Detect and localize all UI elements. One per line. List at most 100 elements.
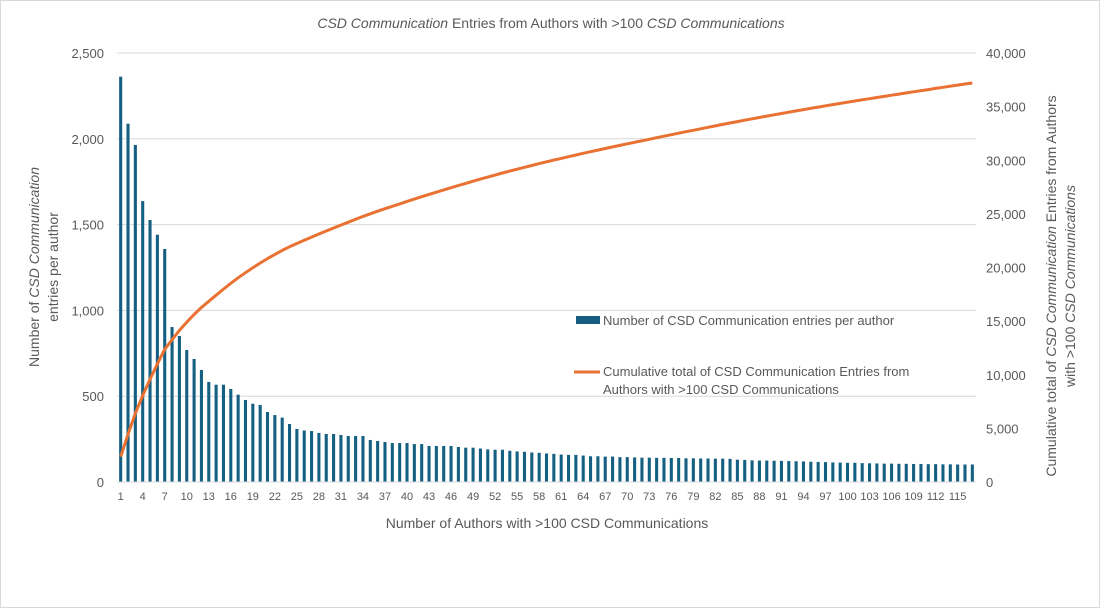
bar: [295, 428, 299, 482]
x-tick-label: 4: [140, 491, 146, 503]
bar: [860, 463, 864, 482]
x-tick-label: 115: [949, 491, 967, 503]
bar: [478, 448, 482, 482]
x-tick-label: 85: [731, 491, 743, 503]
bar: [464, 447, 468, 482]
bar: [956, 464, 960, 482]
x-tick-label: 34: [357, 491, 369, 503]
bar: [684, 458, 688, 482]
bar: [119, 76, 123, 483]
bar: [332, 433, 336, 482]
bar: [581, 455, 585, 482]
bar: [838, 462, 842, 482]
bar: [669, 457, 673, 482]
bar: [831, 462, 835, 482]
bar: [126, 123, 130, 482]
x-tick-label: 64: [577, 491, 589, 503]
bar: [853, 462, 857, 482]
legend-swatch-bars: [576, 316, 600, 324]
right-tick-label: 10,000: [986, 368, 1026, 383]
bar: [500, 449, 504, 482]
bar: [368, 439, 372, 482]
x-tick-label: 76: [665, 491, 677, 503]
x-tick-label: 52: [489, 491, 501, 503]
bar: [963, 464, 967, 482]
x-tick-label: 106: [882, 491, 900, 503]
right-axis-title-line1: Cumulative total of CSD Communication En…: [1043, 95, 1059, 476]
bar: [662, 457, 666, 482]
bar: [317, 432, 321, 482]
bar: [486, 449, 490, 482]
bar: [735, 459, 739, 482]
legend: Number of CSD Communication entries per …: [574, 313, 909, 397]
x-tick-label: 37: [379, 491, 391, 503]
bar: [603, 456, 607, 482]
bar: [728, 458, 732, 482]
bar: [912, 463, 916, 482]
bar: [757, 460, 761, 482]
bar: [750, 460, 754, 482]
x-tick-label: 103: [860, 491, 878, 503]
bar: [412, 444, 416, 482]
left-axis-title-line1: Number of CSD Communication: [26, 167, 42, 367]
x-tick-label: 31: [335, 491, 347, 503]
x-tick-label: 88: [753, 491, 765, 503]
bar: [574, 454, 578, 482]
bar: [515, 451, 519, 482]
bar: [618, 457, 622, 482]
bar: [199, 369, 203, 482]
bar: [251, 403, 255, 482]
bar: [522, 451, 527, 482]
bar: [647, 457, 651, 482]
left-tick-label: 0: [97, 475, 104, 490]
bar: [765, 460, 769, 482]
bar: [258, 404, 262, 482]
x-tick-label: 58: [533, 491, 545, 503]
left-axis-title-line2: entries per author: [45, 212, 61, 322]
bar: [948, 464, 952, 482]
bar: [787, 461, 791, 482]
right-axis-ticks: 0 5,000 10,000 15,000 20,000 25,000 30,000 35,0…: [986, 46, 1026, 490]
legend-label-line-1: Cumulative total of CSD Communication En…: [603, 364, 909, 379]
bar: [207, 381, 211, 482]
right-tick-label: 40,000: [986, 46, 1026, 61]
right-tick-label: 0: [986, 475, 993, 490]
bar: [706, 458, 710, 482]
bar: [721, 458, 725, 482]
cumulative-line: [119, 81, 973, 458]
bar: [882, 463, 886, 482]
left-axis-ticks: 0 500 1,000 1,500 2,000 2,500: [71, 46, 104, 490]
bar: [449, 445, 453, 482]
bar: [699, 458, 703, 482]
bar: [148, 219, 152, 482]
bar: [383, 442, 387, 482]
bar: [801, 461, 806, 482]
x-tick-label: 43: [423, 491, 435, 503]
x-tick-label: 70: [621, 491, 633, 503]
bar: [845, 462, 850, 482]
bar: [346, 436, 350, 482]
x-tick-label: 67: [599, 491, 611, 503]
bar: [229, 388, 233, 482]
bar: [537, 452, 541, 482]
left-tick-label: 1,500: [71, 218, 104, 233]
right-tick-label: 5,000: [986, 421, 1019, 436]
bar: [170, 327, 174, 482]
bar: [691, 458, 695, 482]
x-tick-label: 22: [269, 491, 281, 503]
bar: [919, 463, 923, 482]
bar: [934, 464, 938, 482]
bar: [243, 399, 248, 482]
x-tick-label: 61: [555, 491, 567, 503]
legend-label-line-2: Authors with >100 CSD Communications: [603, 382, 839, 397]
bar: [544, 453, 549, 482]
right-tick-label: 35,000: [986, 100, 1026, 115]
bar: [890, 463, 894, 482]
bar: [970, 464, 974, 482]
bar: [310, 431, 314, 482]
right-tick-label: 25,000: [986, 207, 1026, 222]
x-tick-label: 19: [247, 491, 259, 503]
left-axis-title: Number of CSD Communication entries per …: [26, 167, 61, 367]
x-tick-label: 7: [162, 491, 168, 503]
bar: [868, 463, 872, 482]
